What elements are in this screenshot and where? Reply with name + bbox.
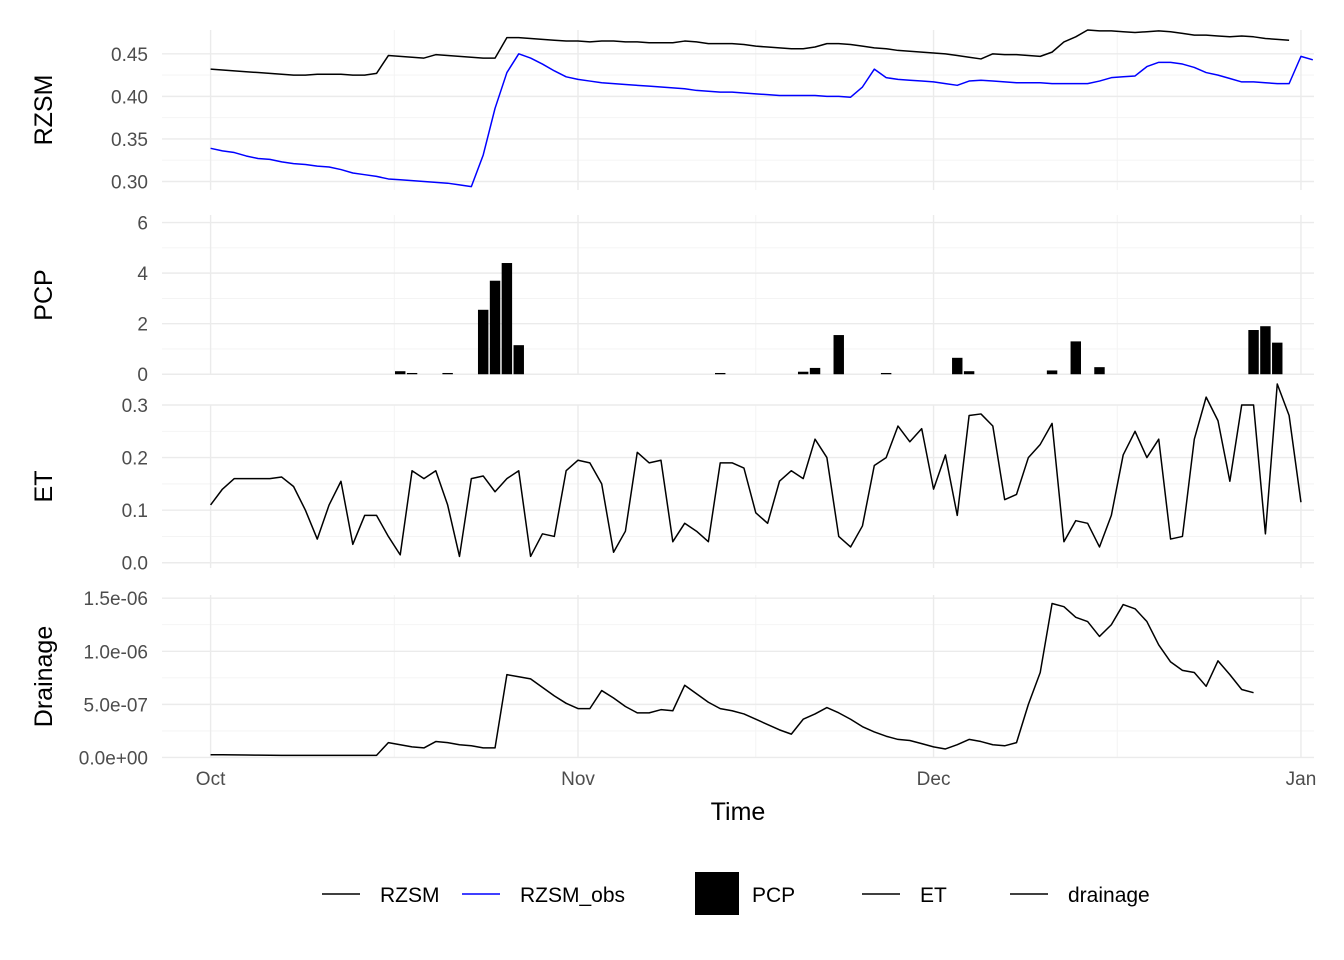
x-axis-title: Time xyxy=(711,798,766,826)
series-line-drainage xyxy=(210,602,1254,757)
panel-rzsm: 0.30 0.35 0.40 0.45 RZSM xyxy=(30,29,1314,193)
pcp-bar xyxy=(1094,367,1105,375)
y-tick-label: 0.35 xyxy=(111,130,148,151)
legend-label: ET xyxy=(920,884,947,907)
y-axis-title-pcp: PCP xyxy=(30,269,58,320)
pcp-bar xyxy=(1070,341,1081,375)
legend-key-box xyxy=(695,872,739,915)
y-tick-label: 5.0e-07 xyxy=(84,695,148,716)
x-tick-label: Dec xyxy=(917,769,951,790)
pcp-bar xyxy=(952,357,963,375)
y-axis-title-drainage: Drainage xyxy=(30,626,58,727)
pcp-bar xyxy=(1272,342,1283,375)
y-tick-label: 0.1 xyxy=(122,501,148,522)
pcp-bar xyxy=(1248,330,1259,375)
pcp-bar xyxy=(963,371,975,375)
y-tick-label: 0.30 xyxy=(111,172,148,193)
pcp-bar xyxy=(1046,370,1058,375)
legend-item-rzsm_obs: RZSM_obs xyxy=(462,884,625,907)
y-tick-label: 0.3 xyxy=(122,396,148,417)
legend-label: RZSM xyxy=(380,884,440,907)
y-tick-label: 1.0e-06 xyxy=(84,642,148,663)
legend-label: PCP xyxy=(752,884,795,907)
pcp-bar xyxy=(715,372,726,375)
legend: RZSM RZSM_obs PCP ET drainage xyxy=(322,872,1150,915)
y-tick-label: 0.0e+00 xyxy=(79,748,148,769)
pcp-bar xyxy=(1260,326,1271,375)
panel-pcp: 0 2 4 6 PCP xyxy=(30,214,1314,386)
pcp-bar xyxy=(489,280,501,375)
legend-item-et: ET xyxy=(862,884,947,907)
legend-item-pcp: PCP xyxy=(695,872,795,915)
series-line-rzsm xyxy=(210,29,1290,76)
pcp-bar xyxy=(406,372,418,375)
y-axis-title-et: ET xyxy=(30,471,58,503)
y-tick-label: 0.2 xyxy=(122,449,148,470)
panels-layer: 0.30 0.35 0.40 0.45 RZSM 0 2 4 6 PCP 0.0 0.1 0.2 0.3 E… xyxy=(30,29,1316,790)
legend-label: drainage xyxy=(1068,884,1150,907)
pcp-bar xyxy=(833,335,844,375)
pcp-bar xyxy=(442,372,453,375)
x-tick-label: Oct xyxy=(196,769,226,790)
pcp-bar xyxy=(513,345,524,375)
pcp-bar xyxy=(501,263,513,375)
panel-et: 0.0 0.1 0.2 0.3 ET xyxy=(30,383,1314,575)
series-line-rzsm_obs xyxy=(210,53,1314,188)
y-tick-label: 4 xyxy=(137,264,148,285)
pcp-bar xyxy=(880,372,892,375)
panel-drainage: 0.0e+00 5.0e-07 1.0e-06 1.5e-06 Drainage Oct N… xyxy=(30,589,1316,790)
y-tick-label: 0.0 xyxy=(122,554,148,575)
pcp-bar xyxy=(395,371,406,375)
y-axis-title-rzsm: RZSM xyxy=(30,75,58,146)
y-tick-label: 2 xyxy=(137,315,148,336)
x-tick-label: Nov xyxy=(561,769,595,790)
y-tick-label: 6 xyxy=(137,214,148,235)
pcp-bar xyxy=(477,309,489,375)
x-tick-label: Jan xyxy=(1286,769,1317,790)
legend-item-drainage: drainage xyxy=(1010,884,1150,907)
y-tick-label: 0 xyxy=(137,365,148,386)
pcp-bar xyxy=(797,371,809,375)
legend-label: RZSM_obs xyxy=(520,884,625,907)
pcp-bar xyxy=(809,367,821,375)
y-tick-label: 0.40 xyxy=(111,87,148,108)
series-line-et xyxy=(209,383,1302,558)
y-tick-label: 0.45 xyxy=(111,45,148,66)
y-tick-label: 1.5e-06 xyxy=(84,589,148,610)
legend-item-rzsm: RZSM xyxy=(322,884,440,907)
